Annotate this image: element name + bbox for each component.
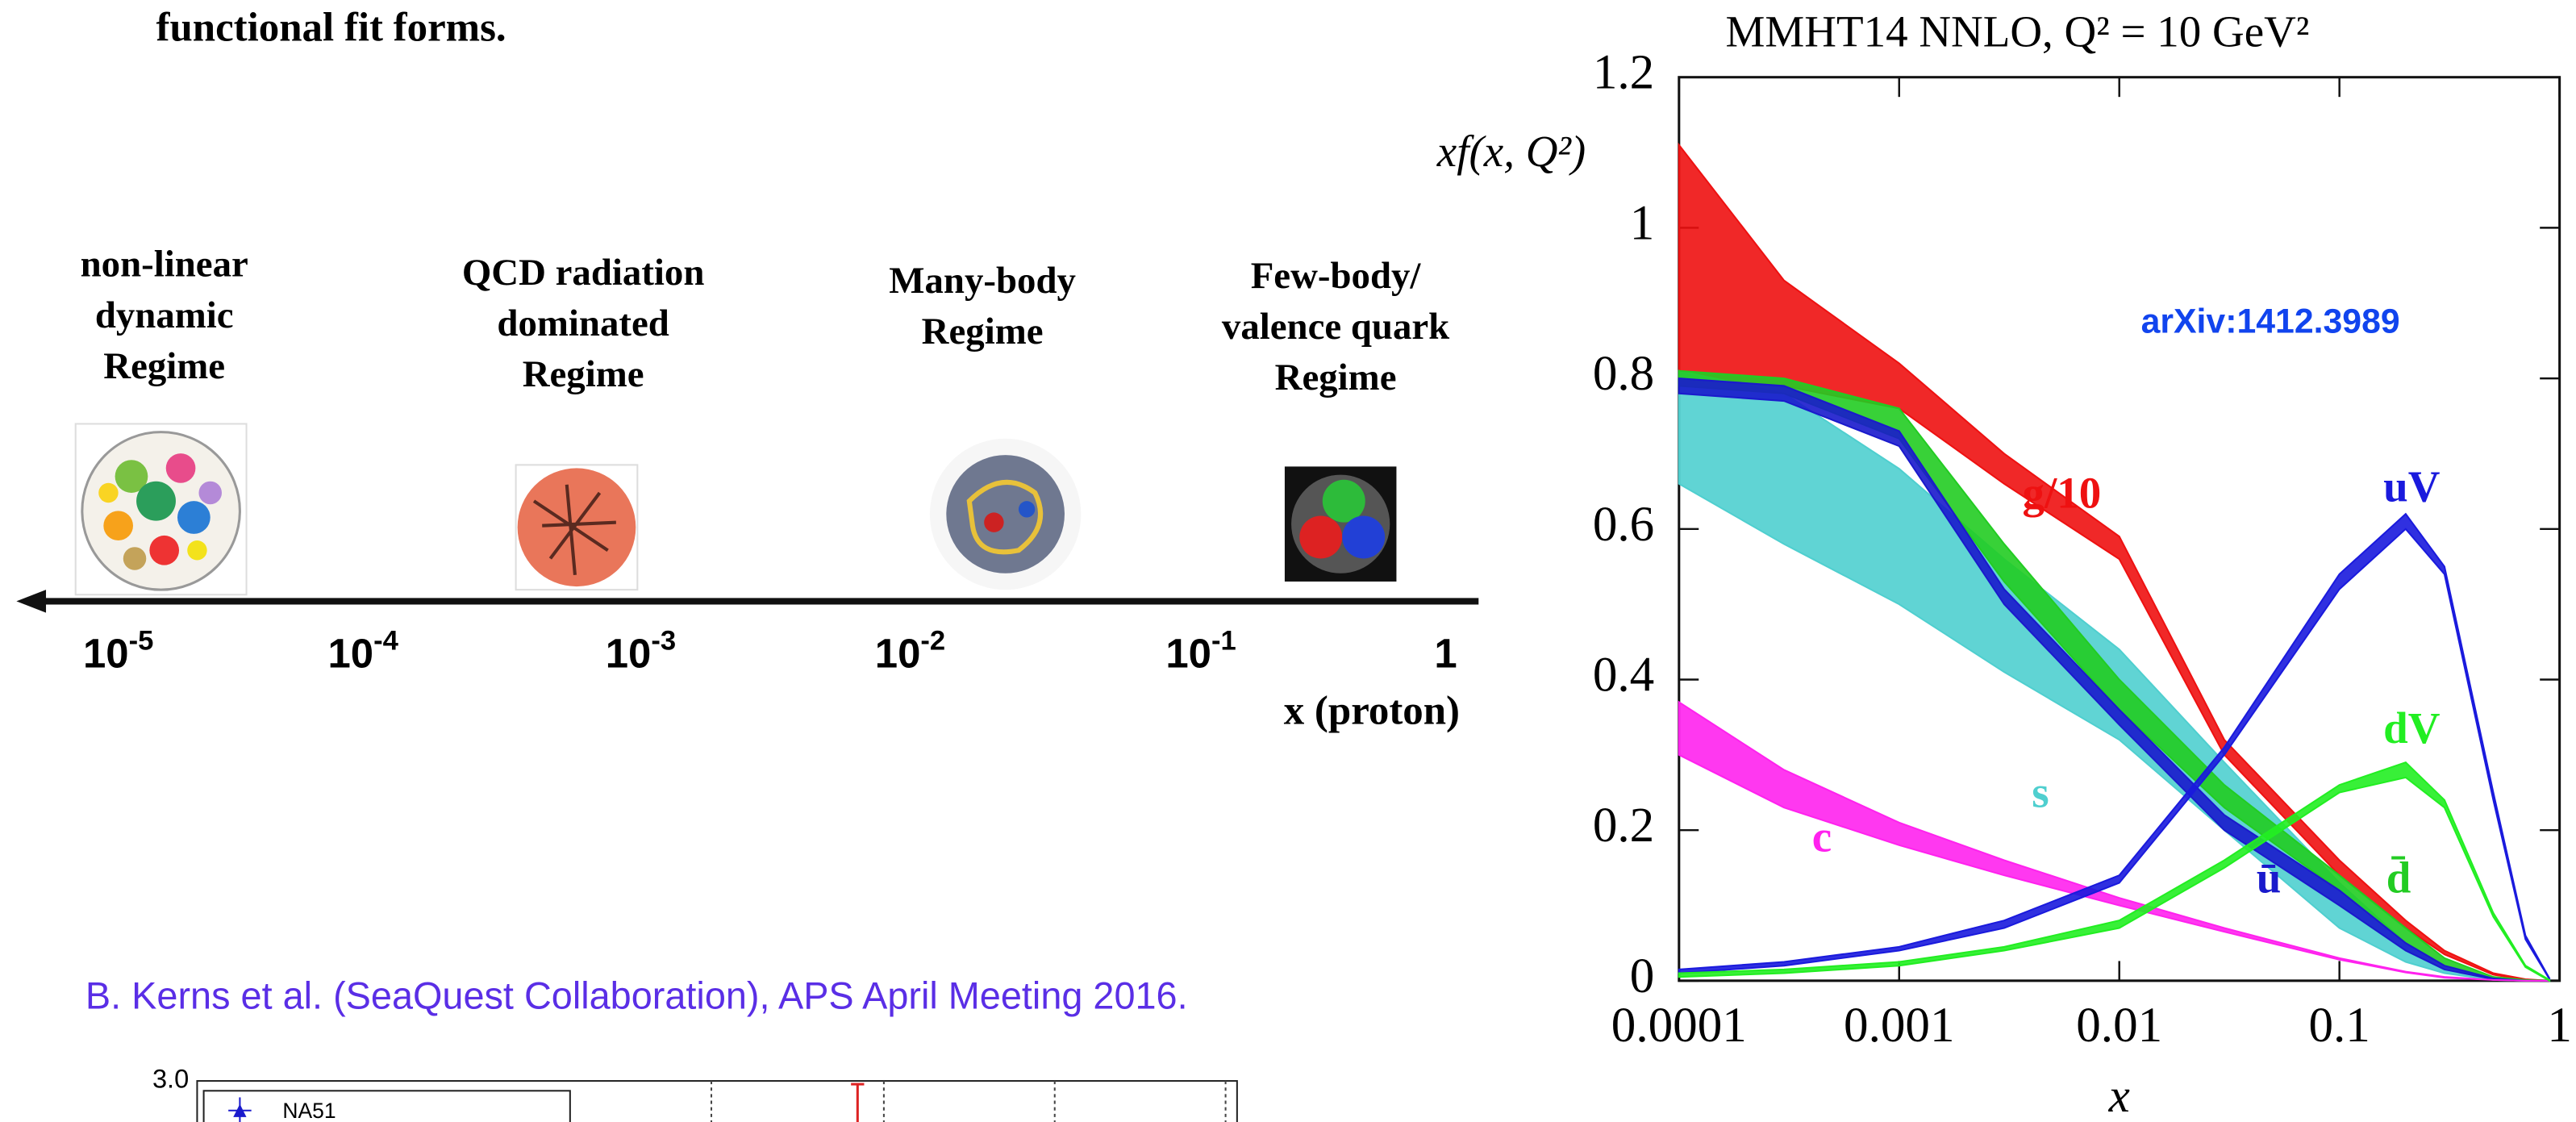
x-tick-label: 0.0001: [1611, 999, 1747, 1053]
heading: functional fit forms.: [156, 5, 506, 50]
x-scale-tick: 10-2: [875, 625, 945, 677]
tick-exponent: -3: [651, 625, 676, 656]
x-scale-tick: 1: [1434, 631, 1457, 677]
y-tick-label: 0.8: [1593, 347, 1654, 401]
x-tick-label: 0.01: [2076, 999, 2162, 1053]
series-label: uV: [2383, 462, 2441, 511]
regime-label: Few-body/: [1251, 255, 1422, 297]
regime-label: Regime: [103, 345, 225, 387]
tick-base: 10: [875, 631, 921, 677]
y-axis-label: xf(x, Q²): [1436, 127, 1586, 176]
tick-exponent: -5: [129, 625, 154, 656]
y-tick-label: 0.2: [1593, 799, 1654, 853]
slide: functional fit forms. B. Kerns et al. (S…: [0, 0, 2576, 1122]
regime-label: valence quark: [1222, 306, 1449, 348]
tick-base: 10: [327, 631, 373, 677]
inset-frame: [197, 1081, 1236, 1122]
regime-label: QCD radiation: [462, 252, 705, 294]
inset-y-tick: 3.0: [152, 1065, 189, 1094]
x-tick-label: 1: [2547, 999, 2572, 1053]
y-tick-label: 1.2: [1593, 46, 1654, 100]
regime-label: non-linear: [81, 244, 248, 286]
tick-base: 10: [83, 631, 129, 677]
y-tick-label: 0: [1630, 949, 1655, 1003]
page: { "heading": "functional fit forms.", "r…: [0, 0, 2576, 1122]
x-scale-tick: 10-4: [327, 625, 398, 677]
citation: B. Kerns et al. (SeaQuest Collaboration)…: [85, 975, 1188, 1017]
regime-label: Regime: [523, 353, 644, 395]
pdf-band: [1679, 145, 2549, 981]
tick-base: 10: [1165, 631, 1211, 677]
x-scale-tick: 10-1: [1165, 625, 1236, 677]
tick-base: 1: [1434, 631, 1457, 677]
tick-base: 10: [606, 631, 652, 677]
x-scale-tick: 10-5: [83, 625, 153, 677]
regime-label: Regime: [922, 311, 1044, 352]
y-tick-label: 1: [1630, 196, 1655, 250]
regime-icons: [76, 423, 1397, 594]
series-label: dV: [2383, 703, 2441, 753]
regime-label: dominated: [497, 302, 669, 344]
inset-legend: NA51: [282, 1099, 336, 1122]
annotation: arXiv:1412.3989: [2141, 302, 2400, 341]
x-axis-label: x: [2108, 1069, 2130, 1122]
tick-exponent: -2: [920, 625, 945, 656]
tick-exponent: -1: [1211, 625, 1236, 656]
series-label: s: [2032, 767, 2049, 816]
series-label: c: [1812, 811, 1832, 861]
regime-label: Many-body: [889, 260, 1076, 302]
arrow-head: [16, 590, 46, 613]
chart-title: MMHT14 NNLO, Q² = 10 GeV²: [1726, 6, 2310, 56]
tick-exponent: -4: [373, 625, 399, 656]
regime-label: Regime: [1275, 357, 1397, 398]
regime-label: dynamic: [95, 294, 234, 336]
y-tick-label: 0.6: [1593, 498, 1654, 552]
x-scale-label: x (proton): [1284, 689, 1460, 734]
x-scale-tick: 10-3: [606, 625, 676, 677]
series-label: ū: [2257, 853, 2282, 902]
x-tick-label: 0.001: [1844, 999, 1954, 1053]
x-tick-label: 0.1: [2308, 999, 2370, 1053]
series-label: g/10: [2023, 469, 2102, 518]
y-tick-label: 0.4: [1593, 648, 1654, 702]
series-label: d̄: [2386, 853, 2411, 902]
